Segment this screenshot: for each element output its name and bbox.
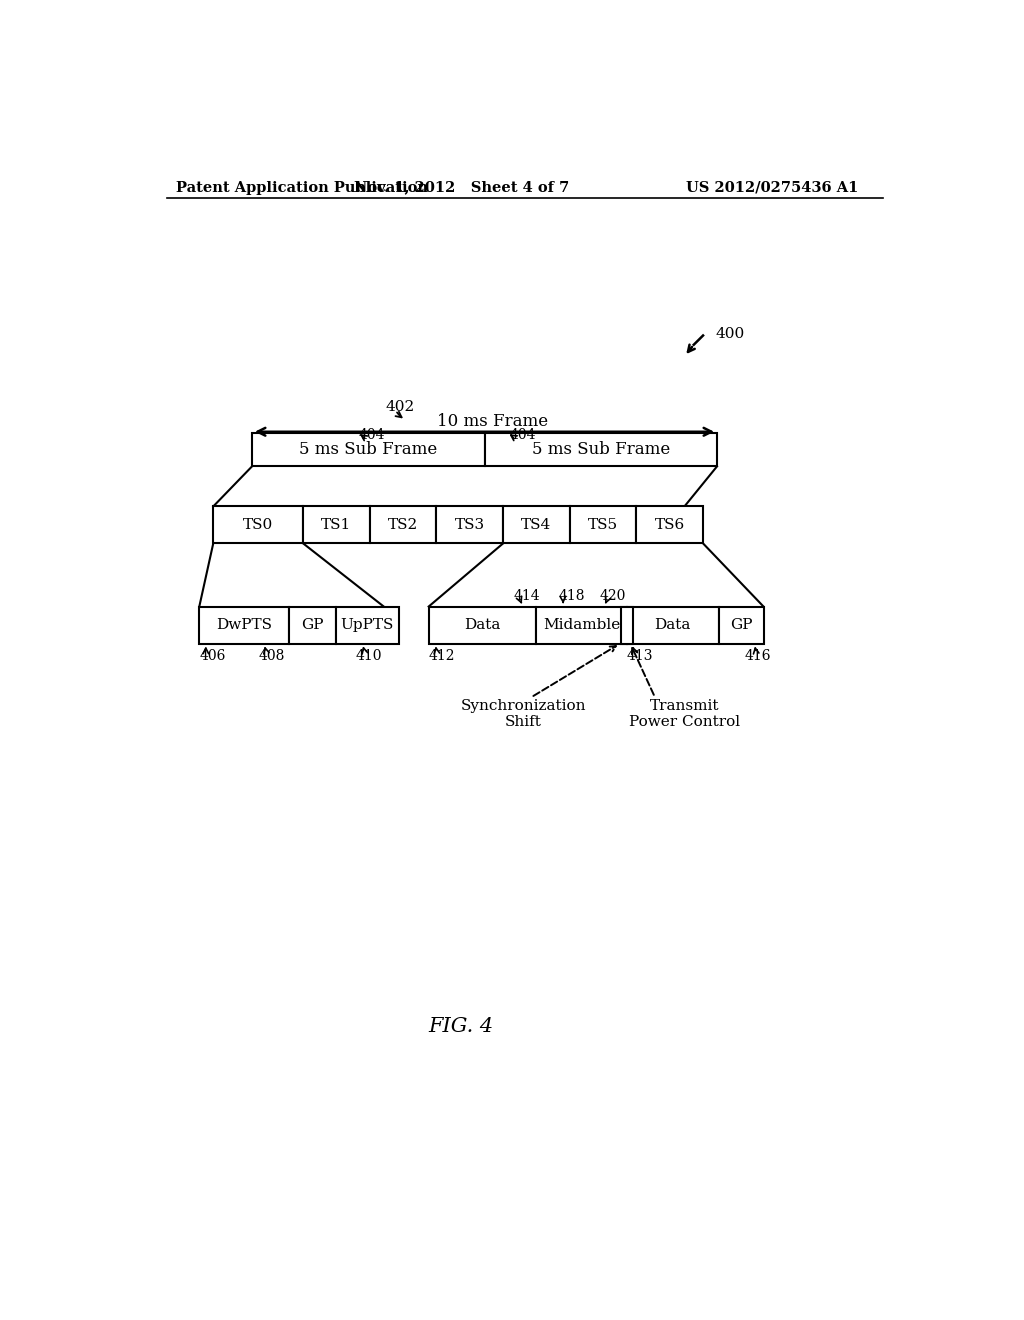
Text: GP: GP [730, 618, 753, 632]
Text: Patent Application Publication: Patent Application Publication [176, 181, 428, 194]
Bar [289, 607, 336, 644]
Text: 402: 402 [385, 400, 415, 414]
Bar [436, 507, 503, 544]
Text: 404: 404 [359, 428, 385, 442]
Text: TS4: TS4 [521, 517, 552, 532]
Bar [336, 607, 399, 644]
Text: TS2: TS2 [388, 517, 418, 532]
Text: 418: 418 [559, 590, 586, 603]
Text: 5 ms Sub Frame: 5 ms Sub Frame [531, 441, 670, 458]
Text: 413: 413 [627, 649, 653, 664]
Text: Data: Data [654, 618, 691, 632]
Text: 412: 412 [429, 649, 456, 664]
Bar [484, 433, 717, 466]
Bar [536, 607, 627, 644]
Text: TS6: TS6 [654, 517, 685, 532]
Text: 5 ms Sub Frame: 5 ms Sub Frame [299, 441, 437, 458]
Text: 410: 410 [355, 649, 382, 664]
Text: 10 ms Frame: 10 ms Frame [436, 413, 548, 430]
Text: TS0: TS0 [243, 517, 273, 532]
Text: US 2012/0275436 A1: US 2012/0275436 A1 [686, 181, 858, 194]
Text: Midamble: Midamble [543, 618, 620, 632]
Bar [200, 607, 289, 644]
Text: 400: 400 [716, 327, 744, 341]
Bar [719, 607, 764, 644]
Text: Synchronization
Shift: Synchronization Shift [461, 700, 586, 729]
Text: GP: GP [301, 618, 324, 632]
Bar [569, 507, 636, 544]
Bar [627, 607, 719, 644]
Text: 404: 404 [509, 428, 536, 442]
Bar [636, 507, 703, 544]
Bar [370, 507, 436, 544]
Text: DwPTS: DwPTS [216, 618, 272, 632]
Text: 406: 406 [200, 649, 225, 664]
Text: Data: Data [464, 618, 501, 632]
Text: TS3: TS3 [455, 517, 484, 532]
Bar [503, 507, 569, 544]
Bar [213, 507, 303, 544]
Bar [303, 507, 370, 544]
Text: 408: 408 [258, 649, 285, 664]
Text: 420: 420 [599, 590, 626, 603]
Text: UpPTS: UpPTS [341, 618, 394, 632]
Text: 414: 414 [514, 590, 541, 603]
Bar [429, 607, 536, 644]
Bar [252, 433, 484, 466]
Text: FIG. 4: FIG. 4 [429, 1016, 494, 1036]
Bar [621, 607, 633, 644]
Text: TS5: TS5 [588, 517, 618, 532]
Text: 416: 416 [744, 649, 771, 664]
Text: Transmit
Power Control: Transmit Power Control [629, 700, 740, 729]
Text: Nov. 1, 2012   Sheet 4 of 7: Nov. 1, 2012 Sheet 4 of 7 [353, 181, 569, 194]
Text: TS1: TS1 [322, 517, 351, 532]
